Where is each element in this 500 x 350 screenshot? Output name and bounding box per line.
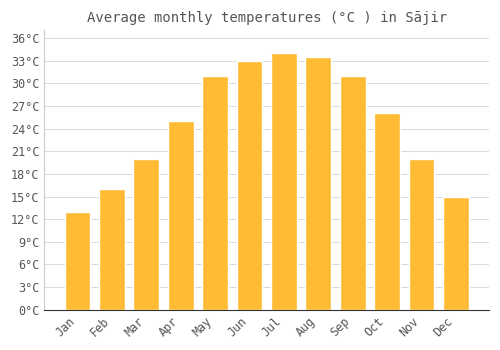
Bar xyxy=(202,76,228,310)
Bar xyxy=(443,196,468,310)
Title: Average monthly temperatures (°C ) in Sājir: Average monthly temperatures (°C ) in Sā… xyxy=(86,11,446,25)
Bar xyxy=(64,212,90,310)
Bar xyxy=(374,113,400,310)
Bar xyxy=(168,121,194,310)
Bar xyxy=(306,57,331,310)
Bar xyxy=(236,61,262,310)
Bar xyxy=(340,76,365,310)
Bar xyxy=(99,189,125,310)
Bar xyxy=(408,159,434,310)
Bar xyxy=(134,159,159,310)
Bar xyxy=(271,53,297,310)
